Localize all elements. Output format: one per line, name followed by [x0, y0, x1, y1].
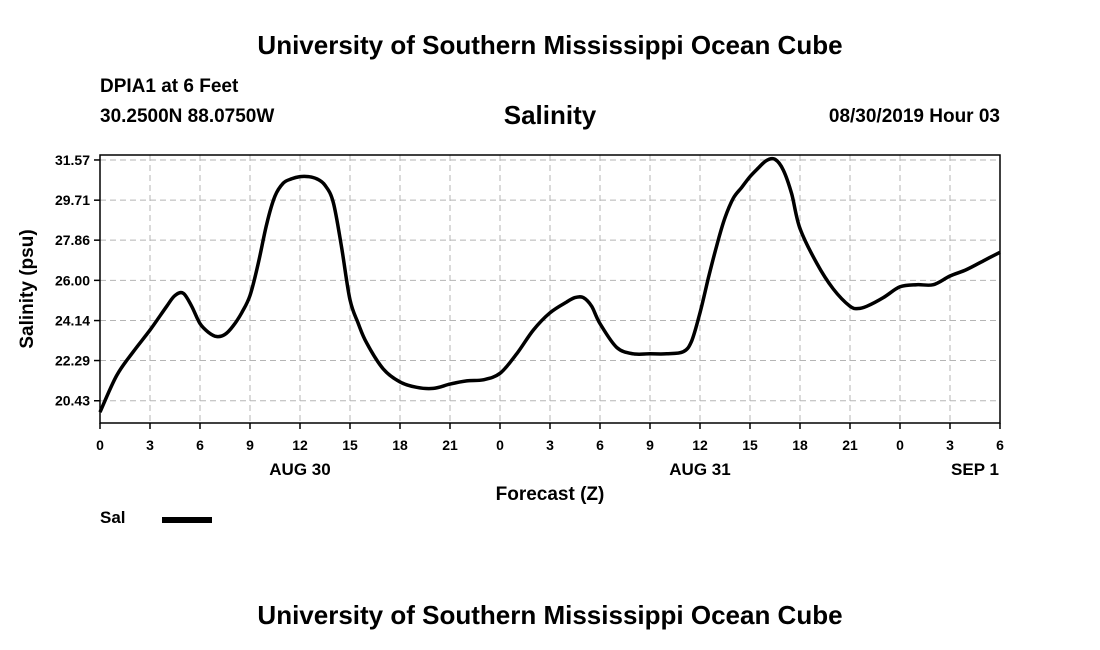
x-tick-label: 3 [546, 437, 554, 453]
x-tick-label: 12 [692, 437, 708, 453]
salinity-chart: 0 3 6 9 12 15 18 21 0 3 6 9 12 15 18 21 0 3 6 20.43 22.29 24.… [17, 152, 1004, 505]
x-tick-label: 12 [292, 437, 308, 453]
x-tick-label: 0 [496, 437, 504, 453]
salinity-series-line [98, 156, 1001, 413]
legend-label: Sal [100, 508, 126, 527]
x-tick-label: 0 [96, 437, 104, 453]
date-label: AUG 31 [669, 460, 730, 479]
x-tick-label: 15 [742, 437, 758, 453]
y-tick-label: 22.29 [55, 353, 90, 369]
x-tick-label: 6 [596, 437, 604, 453]
series-layer [98, 156, 1001, 413]
x-tick-label: 9 [646, 437, 654, 453]
y-tick-label: 24.14 [55, 313, 90, 329]
x-tick-label: 3 [946, 437, 954, 453]
x-tick-label: 21 [442, 437, 458, 453]
date-label: AUG 30 [269, 460, 330, 479]
station-coordinates: 30.2500N 88.0750W [100, 106, 275, 127]
x-tick-label: 21 [842, 437, 858, 453]
plot-frame [99, 154, 1001, 424]
x-tick-label: 18 [392, 437, 408, 453]
y-tick-label: 29.71 [55, 192, 90, 208]
chart-title: Salinity [503, 100, 597, 130]
x-tick-label: 6 [996, 437, 1004, 453]
y-axis-label: Salinity (psu) [17, 229, 38, 348]
x-tick-label: 6 [196, 437, 204, 453]
legend-swatch [162, 517, 212, 523]
x-tick-label: 15 [342, 437, 358, 453]
forecast-datetime: 08/30/2019 Hour 03 [828, 106, 1000, 127]
report-title: University of Southern Mississippi Ocean… [257, 30, 843, 60]
axis-ticks: 0 3 6 9 12 15 18 21 0 3 6 9 12 15 18 21 0 3 6 20.43 22.29 24.… [55, 152, 1004, 479]
grid-lines [100, 155, 1000, 423]
x-tick-label: 9 [246, 437, 254, 453]
y-tick-label: 20.43 [55, 393, 90, 409]
x-tick-label: 0 [896, 437, 904, 453]
y-tick-label: 26.00 [55, 272, 90, 288]
y-tick-label: 27.86 [55, 232, 90, 248]
x-axis-label: Forecast (Z) [496, 484, 605, 505]
x-tick-label: 18 [792, 437, 808, 453]
date-label: SEP 1 [951, 460, 999, 479]
y-tick-label: 31.57 [55, 152, 90, 168]
footer-title: University of Southern Mississippi Ocean… [257, 600, 843, 630]
x-tick-label: 3 [146, 437, 154, 453]
station-label: DPIA1 at 6 Feet [100, 76, 239, 97]
